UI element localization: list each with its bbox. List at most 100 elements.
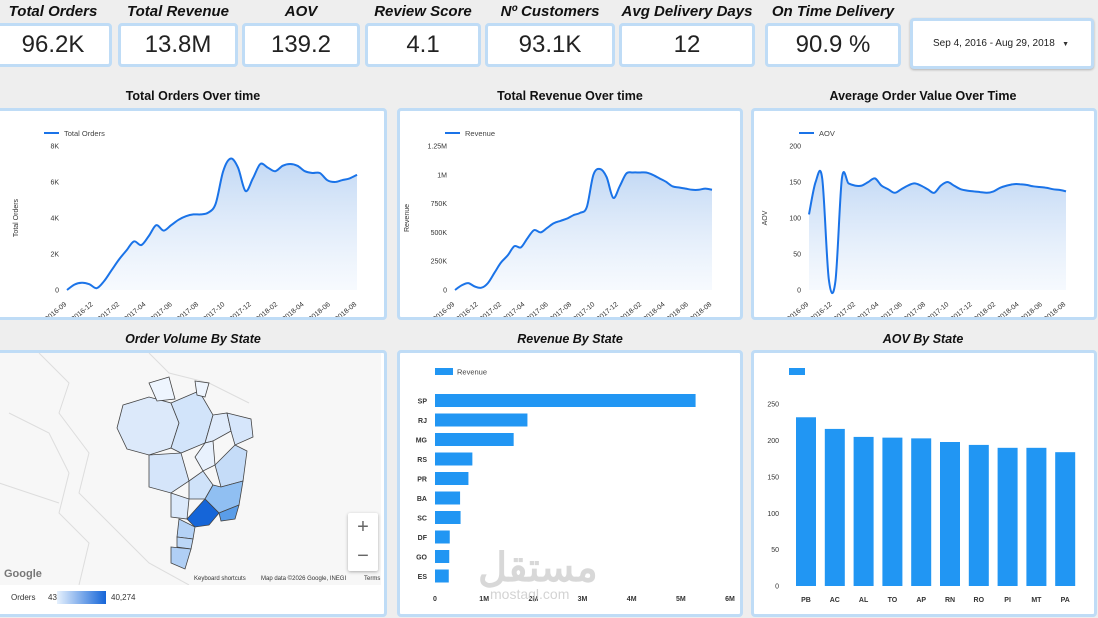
date-range-picker[interactable]: Sep 4, 2016 - Aug 29, 2018 ▼ <box>910 18 1094 69</box>
category-label: TO <box>888 597 898 604</box>
bar <box>997 447 1018 586</box>
y-tick-label: 150 <box>789 180 801 187</box>
category-label: PA <box>1061 597 1070 604</box>
legend-min: 43 <box>48 593 57 602</box>
category-label: AL <box>859 597 869 604</box>
y-tick-label: 4K <box>50 216 59 223</box>
x-tick-label: 2016-12 <box>809 301 833 317</box>
y-tick-label: 0 <box>775 584 779 591</box>
bar <box>435 433 514 446</box>
x-tick-label: 2018-06 <box>308 301 332 317</box>
bar <box>435 472 469 485</box>
y-tick-label: 750K <box>431 201 448 208</box>
bar <box>968 444 989 586</box>
category-label: AC <box>830 597 840 604</box>
series-line <box>454 167 713 291</box>
category-label: DF <box>418 535 428 542</box>
kpi-title: On Time Delivery <box>771 3 895 20</box>
x-tick-label: 3M <box>578 596 588 603</box>
orders-over-time-chart: 0 2K 4K 6K 8K 2016-09 2016-12 2017-02 2017-04 201… <box>0 108 387 320</box>
x-tick-label: 2017-02 <box>97 301 121 317</box>
x-tick-label: 2016-09 <box>432 301 456 317</box>
section-title-revenue-time: Total Revenue Over time <box>497 89 643 103</box>
state-rj <box>218 504 240 522</box>
category-label: RJ <box>418 418 427 425</box>
bar <box>911 438 932 586</box>
legend-gradient <box>57 591 106 604</box>
bar <box>435 491 461 505</box>
y-tick-label: 500K <box>431 230 448 237</box>
category-label: RO <box>974 597 985 604</box>
y-tick-label: 250 <box>767 402 779 409</box>
kpi-title: Avg Delivery Days <box>621 3 753 20</box>
x-tick-label: 2017-06 <box>150 301 174 317</box>
x-tick-label: 2017-12 <box>229 301 253 317</box>
bar <box>940 442 960 586</box>
x-tick-label: 2016-12 <box>70 301 94 317</box>
kpi-value: 96.2K <box>0 23 112 67</box>
y-axis-title: Revenue <box>404 204 411 232</box>
legend-label: Total Orders <box>64 129 105 138</box>
category-label: BA <box>417 496 427 503</box>
bar <box>796 417 816 586</box>
bar <box>435 452 473 466</box>
kpi-title: Review Score <box>374 3 472 20</box>
state-sp <box>186 498 220 528</box>
x-tick-label: 2018-04 <box>996 301 1020 317</box>
state-ap <box>194 380 210 398</box>
bar <box>882 437 903 586</box>
legend-label: AOV <box>819 129 835 138</box>
x-tick-label: 2016-09 <box>786 301 810 317</box>
x-tick-label: 2017-10 <box>926 301 950 317</box>
y-tick-label: 200 <box>767 438 779 445</box>
x-tick-label: 2017-08 <box>549 301 573 317</box>
category-label: PB <box>801 597 811 604</box>
y-tick-label: 8K <box>50 144 59 151</box>
orders-by-state-map[interactable]: + − Google Keyboard shortcuts Map data ©… <box>0 350 387 617</box>
map-legend: Orders 43 40,274 <box>0 585 381 614</box>
bar <box>435 530 450 544</box>
kpi-value: 12 <box>619 23 755 67</box>
x-tick-label: 2018-04 <box>281 301 305 317</box>
category-label: SP <box>418 399 428 406</box>
series-line <box>66 157 358 291</box>
x-tick-label: 2018-08 <box>334 301 358 317</box>
section-title-aov-time: Average Order Value Over Time <box>829 89 1017 103</box>
x-tick-label: 2017-08 <box>176 301 200 317</box>
x-tick-label: 2017-08 <box>903 301 927 317</box>
y-tick-label: 50 <box>793 252 801 259</box>
aov-over-time-chart: 0 50 100 150 200 2016-09 2016-12 2017-02 2017-04… <box>751 108 1097 320</box>
zoom-out-button[interactable]: − <box>357 545 369 567</box>
x-tick-label: 2017-10 <box>202 301 226 317</box>
revenue-by-state-chart: Revenue SP RJ MG RS PR BA SC DF GO ES 0 1M 2M 3M 4M 5M 6M <box>397 350 743 617</box>
y-tick-label: 2K <box>50 252 59 259</box>
y-tick-label: 100 <box>767 511 779 518</box>
map-canvas[interactable]: + − Google Keyboard shortcuts Map data ©… <box>0 353 381 585</box>
kpi-value: 139.2 <box>242 23 360 67</box>
kpi-value: 93.1K <box>485 23 615 67</box>
legend-max: 40,274 <box>111 593 136 602</box>
x-tick-label: 2018-02 <box>973 301 997 317</box>
y-tick-label: 100 <box>789 216 801 223</box>
x-tick-label: 2017-06 <box>526 301 550 317</box>
y-tick-label: 150 <box>767 474 779 481</box>
x-tick-label: 2017-04 <box>502 301 526 317</box>
zoom-in-button[interactable]: + <box>357 516 369 538</box>
x-tick-label: 2016-12 <box>455 301 479 317</box>
legend-label: Revenue <box>465 129 495 138</box>
bar <box>853 436 874 586</box>
y-tick-label: 1.25M <box>428 144 448 151</box>
category-label: MT <box>1031 597 1042 604</box>
aov-by-state-chart: 0 50 100 150 200 250 PB AC AL TO AP RN RO PI MT PA <box>751 350 1097 617</box>
state-sc <box>176 536 194 550</box>
kpi-title: Total Orders <box>8 3 98 20</box>
kpi-value: 4.1 <box>365 23 481 67</box>
keyboard-shortcuts-link[interactable]: Keyboard shortcuts <box>194 576 246 582</box>
terms-link[interactable]: Terms <box>364 576 381 582</box>
state-ma <box>204 412 232 444</box>
watermark-logo: مستقل <box>478 546 598 590</box>
dropdown-arrow-icon: ▼ <box>1062 41 1069 48</box>
area-fill <box>809 170 1066 294</box>
y-tick-label: 50 <box>771 547 779 554</box>
x-tick-label: 2018-02 <box>255 301 279 317</box>
